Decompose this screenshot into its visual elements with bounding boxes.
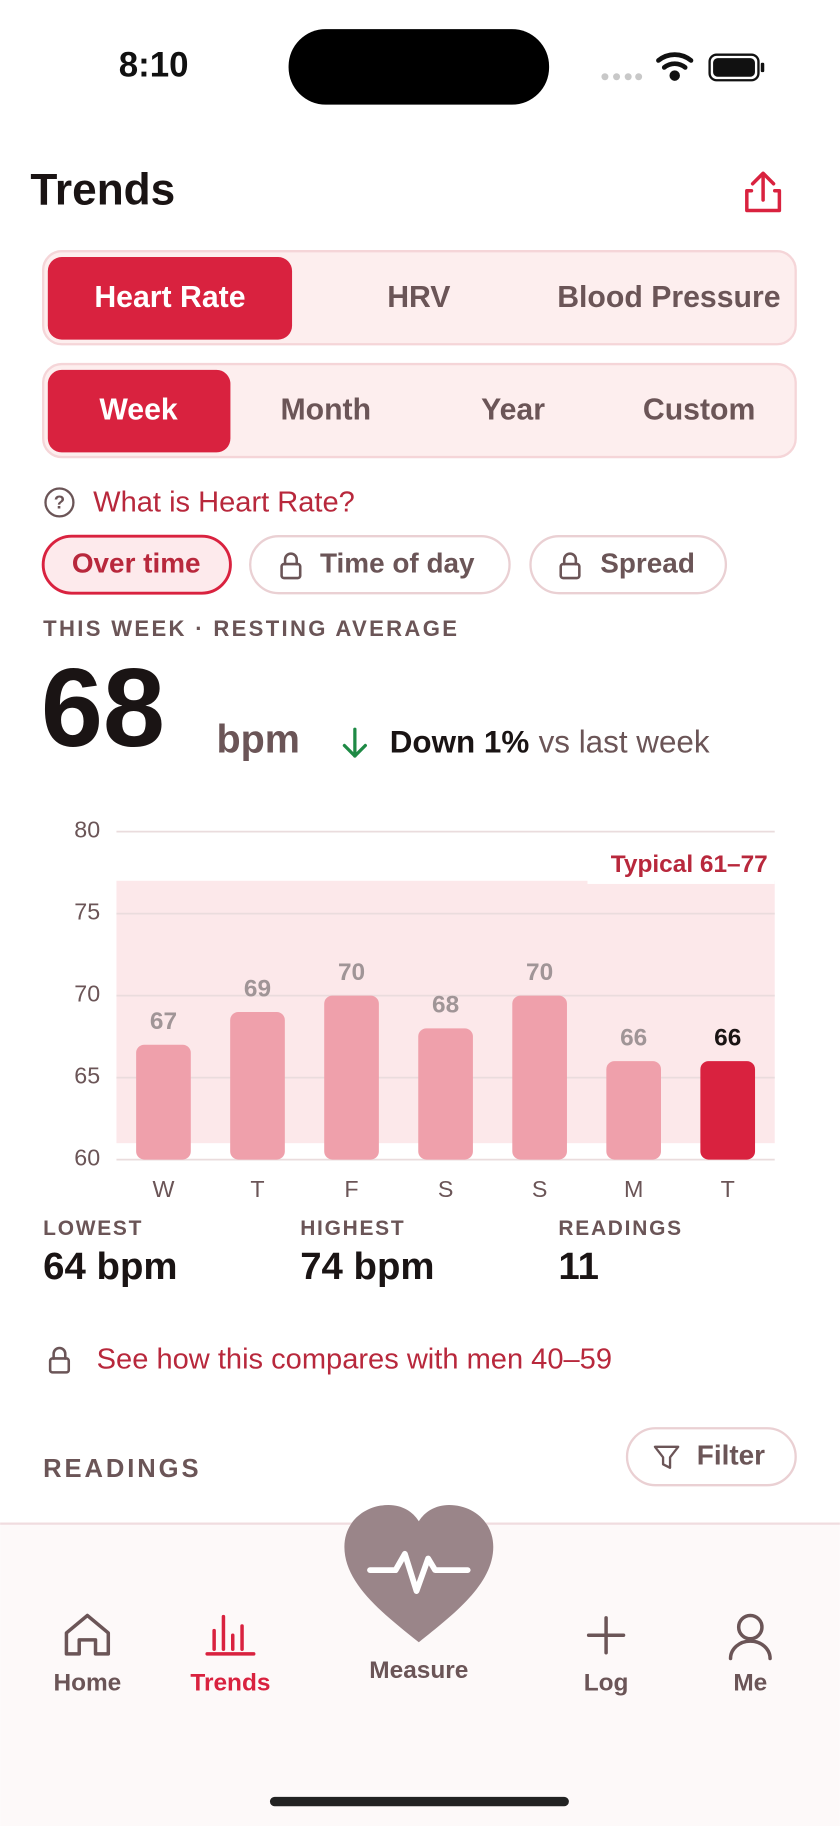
y-tick-label: 65 (74, 1063, 100, 1089)
value-label: 68 (432, 992, 459, 1019)
tab-label[interactable]: Trends (190, 1670, 270, 1697)
stat-value: 64 bpm (43, 1245, 177, 1288)
x-tick-label: T (721, 1176, 735, 1202)
y-tick-label: 80 (74, 817, 100, 843)
x-tick-label: S (532, 1176, 548, 1202)
value-label: 70 (338, 959, 365, 986)
period-tab[interactable]: Week (99, 394, 178, 427)
battery-icon (708, 53, 765, 82)
page-title: Trends (30, 166, 175, 215)
value-label: 66 (620, 1025, 647, 1052)
chip-label[interactable]: Time of day (320, 548, 475, 579)
typical-label: Typical 61–77 (611, 851, 768, 878)
filter-icon (653, 1445, 680, 1469)
metric-tab[interactable]: HRV (387, 281, 450, 314)
summary-change: Down 1% vs last week (390, 725, 710, 760)
value-label: 66 (714, 1025, 741, 1052)
help-icon[interactable]: ? (44, 487, 75, 518)
down-arrow (342, 727, 367, 758)
value-label: 67 (150, 1008, 177, 1035)
period-tab[interactable]: Custom (643, 394, 755, 427)
home-icon[interactable] (64, 1613, 111, 1656)
value-label: 69 (244, 975, 271, 1002)
compare-link[interactable]: See how this compares with men 40–59 (97, 1343, 612, 1375)
period-tab[interactable]: Year (481, 394, 545, 427)
dynamic-island (288, 29, 550, 105)
share-button[interactable] (745, 171, 782, 213)
pulse-icon (367, 1550, 471, 1594)
tab-label[interactable]: Measure (369, 1657, 468, 1684)
chip-label[interactable]: Spread (600, 548, 695, 579)
metric-tab[interactable]: Heart Rate (94, 281, 245, 314)
x-tick-label: F (344, 1176, 358, 1202)
bar (418, 1028, 473, 1160)
chip-selected[interactable] (41, 534, 232, 595)
period-tab-selected[interactable] (47, 369, 231, 453)
wifi-icon (656, 52, 694, 81)
tab-label[interactable]: Log (584, 1670, 629, 1697)
summary-unit: bpm (216, 717, 299, 761)
change-value: Down 1% (390, 725, 530, 760)
bar (136, 1044, 191, 1160)
x-tick-label: W (152, 1176, 174, 1202)
tab-label[interactable]: Home (53, 1670, 121, 1697)
bar (230, 1011, 285, 1160)
x-tick-label: S (438, 1176, 454, 1202)
stat-label: READINGS (558, 1217, 682, 1240)
home-indicator (269, 1796, 569, 1807)
change-text: vs last week (539, 725, 710, 760)
y-tick-label: 70 (74, 981, 100, 1007)
period-tabs (42, 362, 797, 459)
filter-label[interactable]: Filter (697, 1440, 765, 1471)
bar (606, 1061, 662, 1160)
tab-label[interactable]: Me (733, 1670, 767, 1697)
y-tick-label: 60 (74, 1145, 100, 1171)
stat-value: 11 (558, 1245, 599, 1288)
stat-label: LOWEST (43, 1217, 143, 1240)
chip[interactable] (249, 535, 511, 595)
x-tick-label: M (624, 1176, 643, 1202)
summary-label: THIS WEEK · RESTING AVERAGE (43, 616, 459, 641)
metric-tab-selected[interactable] (47, 257, 293, 340)
trends-icon[interactable] (205, 1614, 256, 1656)
bar (700, 1061, 756, 1160)
stat-value: 74 bpm (300, 1245, 434, 1288)
chip-label[interactable]: Over time (72, 548, 201, 579)
status-time: 8:10 (119, 46, 189, 85)
stat-label: HIGHEST (300, 1217, 405, 1240)
y-tick-label: 75 (74, 899, 100, 925)
log-icon[interactable] (586, 1616, 626, 1655)
period-tab[interactable]: Month (280, 394, 371, 427)
bar (324, 995, 379, 1160)
value-label: 70 (526, 959, 553, 986)
filter-button[interactable] (625, 1427, 797, 1487)
chart: 60 65 70 75 80 W 67 T 69 F 70 S 68 S 70 M 66 T 66 Typical 6… (74, 817, 775, 1202)
me-icon[interactable] (728, 1613, 772, 1661)
typical-label-bg (587, 845, 775, 884)
summary-value: 68 (41, 645, 165, 770)
x-tick-label: T (250, 1176, 264, 1202)
metric-tab[interactable]: Blood Pressure (557, 281, 780, 314)
section-title: READINGS (43, 1455, 201, 1483)
chip[interactable] (529, 535, 728, 595)
bar (512, 995, 567, 1160)
signal-icon (601, 73, 643, 81)
measure-button[interactable] (344, 1504, 494, 1643)
help-link[interactable]: What is Heart Rate? (93, 486, 355, 518)
svg-text:?: ? (54, 492, 65, 513)
